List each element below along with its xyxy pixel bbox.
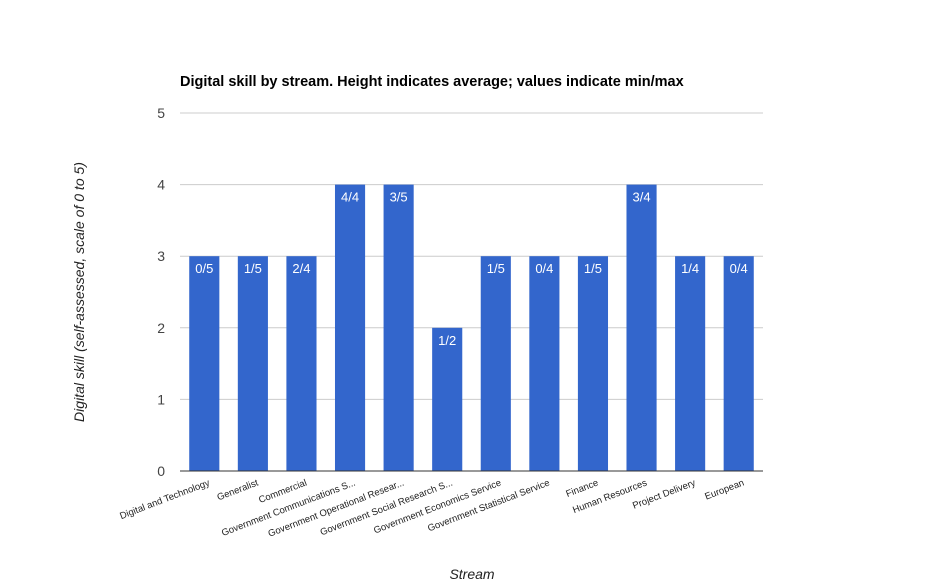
bars: [189, 184, 754, 471]
bar: [383, 184, 414, 471]
bar-data-label: 0/4: [730, 261, 748, 276]
bar-data-labels: 0/5 1/5 2/4 4/4 3/5 1/2 1/5 0/4 1/5 3/4 1/4 0/4: [195, 190, 747, 348]
bar: [675, 256, 706, 471]
bar: [723, 256, 754, 471]
x-category-label: Generalist: [216, 477, 261, 503]
chart-title: Digital skill by stream. Height indicate…: [180, 74, 684, 90]
x-axis-title: Stream: [449, 566, 494, 582]
y-tick-label: 3: [157, 248, 165, 264]
y-tick-label: 1: [157, 391, 165, 407]
y-axis-ticks: 0 1 2 3 4 5: [157, 105, 165, 479]
x-axis-category-labels: Digital and Technology GeneralistCommerci…: [118, 477, 745, 539]
grid-lines: [180, 112, 763, 400]
x-category-label: Digital and Technology: [118, 477, 211, 522]
y-axis-title: Digital skill (self-assessed, scale of 0…: [71, 162, 87, 422]
bar: [480, 256, 511, 471]
bar-data-label: 1/5: [584, 261, 602, 276]
bar-data-label: 1/4: [681, 261, 699, 276]
bar-data-label: 3/4: [633, 190, 651, 205]
y-tick-label: 0: [157, 463, 165, 479]
bar-data-label: 1/5: [244, 261, 262, 276]
bar-data-label: 3/5: [390, 190, 408, 205]
y-tick-label: 5: [157, 105, 165, 121]
bar-data-label: 1/2: [438, 333, 456, 348]
bar-data-label: 2/4: [292, 261, 310, 276]
bar: [432, 327, 463, 471]
bar: [286, 256, 317, 471]
bar-data-label: 1/5: [487, 261, 505, 276]
bar: [577, 256, 609, 471]
bar-data-label: 0/5: [195, 261, 213, 276]
bar-data-label: 0/4: [535, 261, 553, 276]
bar: [626, 184, 657, 471]
bar: [334, 184, 366, 471]
bar-data-label: 4/4: [341, 190, 359, 205]
y-tick-label: 2: [157, 320, 165, 336]
x-category-label: European: [703, 478, 745, 503]
bar: [237, 256, 268, 471]
y-tick-label: 4: [157, 177, 165, 193]
bar: [529, 256, 560, 471]
bar: [189, 256, 220, 471]
